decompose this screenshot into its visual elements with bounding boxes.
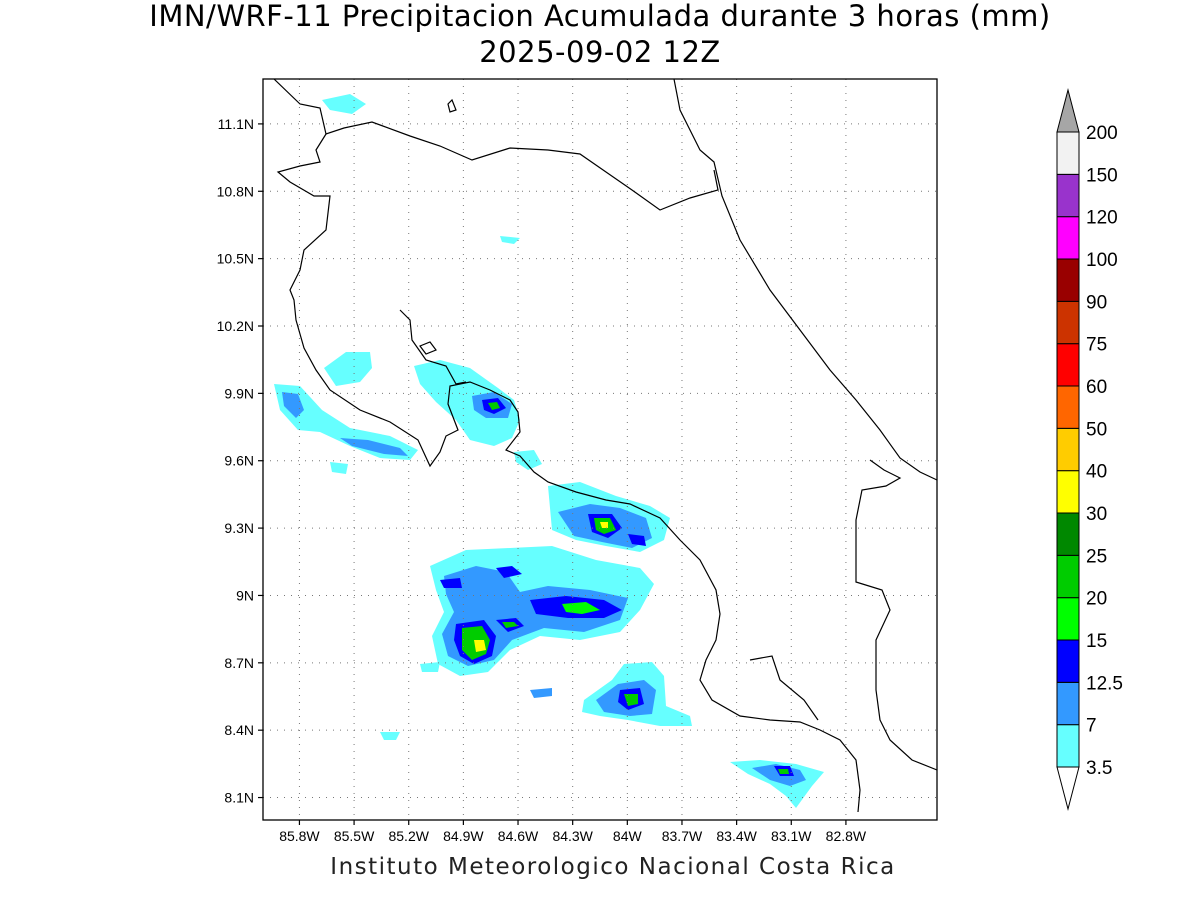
rain-cell bbox=[324, 352, 372, 386]
lon-tick-label: 85.8W bbox=[279, 828, 320, 844]
rain-cell bbox=[752, 764, 806, 786]
colorbar-level-label: 100 bbox=[1086, 250, 1118, 271]
colorbar-swatch bbox=[1056, 681, 1080, 726]
colorbar-swatch bbox=[1056, 512, 1080, 556]
gulf-of-nicoya bbox=[399, 309, 467, 385]
colorbar-level-label: 90 bbox=[1086, 292, 1107, 313]
colorbar-legend: 3.5 7 12.5 15 20 25 30 40 50 60 75 90 100 120 150 200 bbox=[1056, 88, 1123, 811]
lon-tick-label: 84.3W bbox=[552, 828, 593, 844]
colorbar-level-label: 75 bbox=[1086, 335, 1107, 356]
panama-border bbox=[855, 459, 937, 771]
colorbar-level-label: 20 bbox=[1086, 589, 1107, 610]
colorbar-swatch bbox=[1056, 554, 1080, 599]
lat-tick-label: 8.7N bbox=[224, 655, 254, 671]
colorbar-level-label: 60 bbox=[1086, 377, 1107, 398]
colorbar-level-label: 50 bbox=[1086, 419, 1107, 440]
colorbar-swatch bbox=[1056, 300, 1080, 345]
colorbar-swatch bbox=[1056, 343, 1080, 387]
lat-tick-label: 8.1N bbox=[224, 790, 254, 806]
rain-cell bbox=[496, 566, 522, 578]
rain-cell bbox=[500, 236, 520, 244]
colorbar-swatch bbox=[1056, 470, 1080, 514]
rain-cell bbox=[562, 602, 600, 614]
lat-tick-label: 8.4N bbox=[224, 722, 254, 738]
rain-cell bbox=[628, 534, 646, 546]
colorbar-swatch bbox=[1056, 724, 1080, 768]
map-frame bbox=[262, 78, 938, 821]
colorbar-swatch bbox=[1056, 258, 1080, 302]
colorbar-level-label: 25 bbox=[1086, 546, 1107, 567]
rain-cell bbox=[530, 688, 552, 698]
rain-cell bbox=[330, 462, 348, 474]
rain-cell bbox=[502, 622, 518, 628]
rain-cell bbox=[322, 94, 366, 114]
lake-shore bbox=[447, 98, 457, 113]
lat-tick-label: 10.2N bbox=[217, 318, 254, 334]
colorbar-swatch bbox=[1056, 131, 1080, 175]
rain-cell bbox=[488, 402, 500, 410]
lon-tick-label: 84.9W bbox=[443, 828, 484, 844]
colorbar-level-label: 30 bbox=[1086, 504, 1107, 525]
rain-cell bbox=[414, 360, 520, 446]
colorbar-level-label: 120 bbox=[1086, 208, 1118, 229]
colorbar-level-label: 150 bbox=[1086, 165, 1118, 186]
map-title: IMN/WRF-11 Precipitacion Acumulada duran… bbox=[149, 0, 1051, 33]
rain-cell bbox=[274, 384, 418, 460]
colorbar-level-label: 3.5 bbox=[1086, 758, 1112, 779]
nicaragua-border bbox=[273, 79, 719, 211]
rain-cell bbox=[624, 694, 638, 706]
coastline-borders bbox=[273, 79, 937, 813]
lat-tick-label: 9N bbox=[236, 587, 254, 603]
lon-tick-label: 83.7W bbox=[662, 828, 703, 844]
lat-tick-label: 10.5N bbox=[217, 251, 254, 267]
rain-cell bbox=[282, 392, 304, 418]
lat-tick-label: 10.8N bbox=[217, 183, 254, 199]
rain-cell bbox=[474, 640, 486, 652]
rain-cell bbox=[420, 662, 440, 672]
colorbar-swatch bbox=[1056, 427, 1080, 472]
caribbean-coast bbox=[673, 79, 937, 481]
lon-tick-label: 84.6W bbox=[498, 828, 539, 844]
lon-tick-label: 85.2W bbox=[388, 828, 429, 844]
lon-tick-label: 83.1W bbox=[771, 828, 812, 844]
rain-cell bbox=[778, 769, 789, 774]
lon-tick-label: 84W bbox=[613, 828, 643, 844]
map-gridlines bbox=[263, 79, 937, 820]
lat-tick-label: 11.1N bbox=[218, 116, 254, 132]
colorbar-swatch bbox=[1056, 385, 1080, 429]
colorbar-swatch bbox=[1056, 597, 1080, 641]
map-subtitle: 2025-09-02 12Z bbox=[479, 35, 721, 69]
colorbar-max-arrow bbox=[1056, 88, 1080, 133]
rain-cell bbox=[340, 438, 408, 456]
colorbar-swatch bbox=[1056, 173, 1080, 218]
colorbar-level-label: 15 bbox=[1086, 631, 1107, 652]
rain-cell bbox=[440, 578, 462, 588]
lon-tick-label: 82.8W bbox=[826, 828, 867, 844]
colorbar-swatch bbox=[1056, 639, 1080, 683]
colorbar-level-label: 200 bbox=[1086, 123, 1118, 144]
lon-tick-label: 85.5W bbox=[334, 828, 375, 844]
precipitation-layer bbox=[274, 94, 824, 808]
chira-island bbox=[419, 341, 437, 355]
colorbar-level-label: 12.5 bbox=[1086, 673, 1123, 694]
footer-credit: Instituto Meteorologico Nacional Costa R… bbox=[330, 854, 896, 880]
colorbar-min-arrow bbox=[1056, 766, 1080, 811]
latitude-axis: 11.1N 10.8N 10.5N 10.2N 9.9N 9.6N 9.3N 9N 8.7N 8.… bbox=[217, 116, 263, 806]
longitude-axis: 85.8W 85.5W 85.2W 84.9W 84.6W 84.3W 84W 83.7W 83… bbox=[279, 820, 867, 844]
colorbar-level-label: 40 bbox=[1086, 462, 1107, 483]
pacific-coast-north bbox=[276, 133, 861, 813]
lat-tick-label: 9.3N bbox=[224, 520, 254, 536]
lon-tick-label: 83.4W bbox=[716, 828, 757, 844]
rain-cell bbox=[514, 450, 542, 470]
colorbar-level-label: 7 bbox=[1086, 716, 1097, 737]
rain-cell bbox=[380, 732, 400, 740]
colorbar-swatch bbox=[1056, 216, 1080, 260]
rain-cell bbox=[600, 522, 608, 528]
lat-tick-label: 9.9N bbox=[224, 385, 254, 401]
lat-tick-label: 9.6N bbox=[224, 453, 254, 469]
osa-peninsula bbox=[749, 655, 819, 721]
